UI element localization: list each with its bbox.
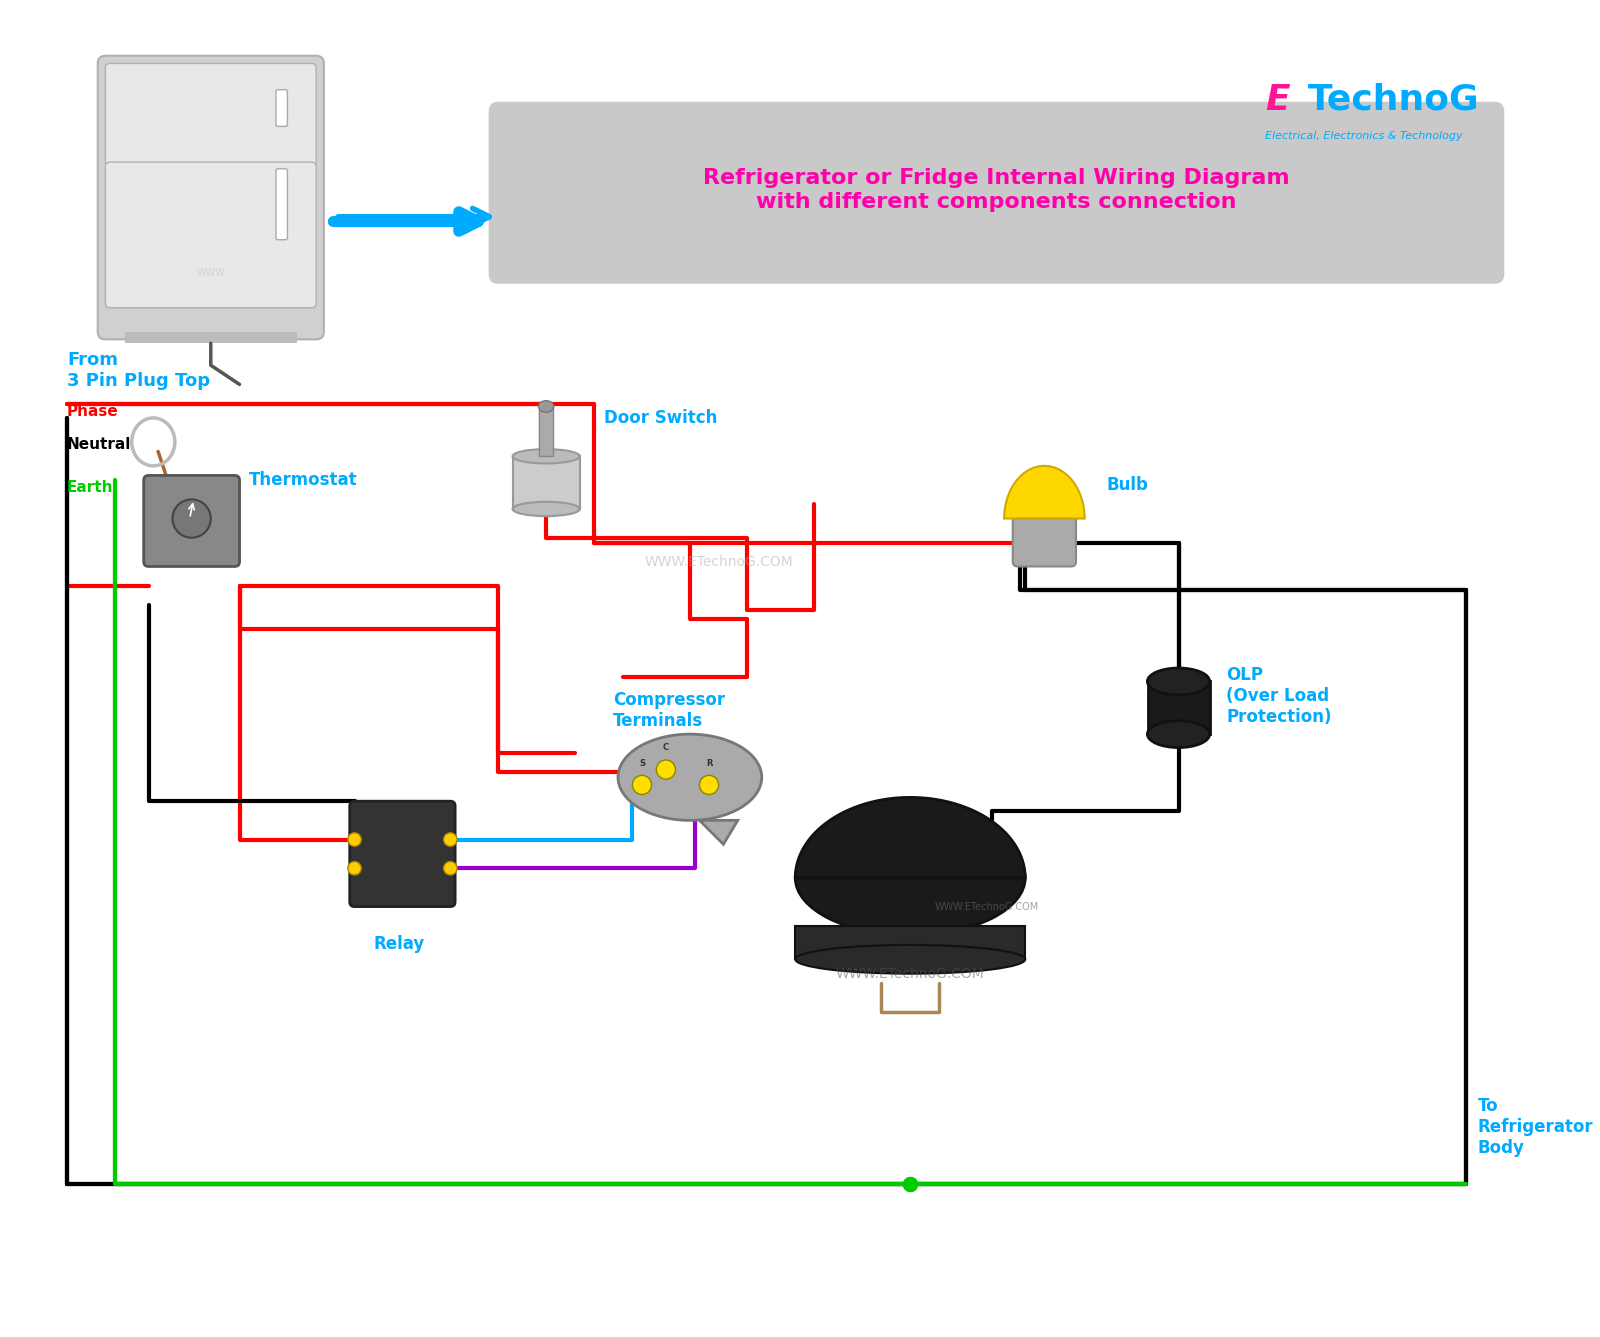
FancyBboxPatch shape [106, 63, 317, 167]
Circle shape [173, 500, 211, 537]
Text: Compressor
Terminals: Compressor Terminals [613, 691, 725, 730]
Ellipse shape [539, 401, 554, 412]
Text: WWW.ETechnoG.COM: WWW.ETechnoG.COM [835, 967, 984, 980]
Text: OLP
(Over Load
Protection): OLP (Over Load Protection) [1227, 666, 1331, 726]
Text: Relay: Relay [374, 936, 426, 953]
Ellipse shape [795, 945, 1026, 973]
Text: Earth: Earth [67, 480, 114, 495]
Text: Bulb: Bulb [1107, 476, 1149, 493]
Bar [795, 925, 1026, 960]
Text: E: E [1264, 83, 1290, 116]
Bar [125, 332, 298, 344]
FancyBboxPatch shape [98, 56, 323, 340]
Circle shape [632, 775, 651, 794]
Polygon shape [512, 456, 579, 509]
Text: WWW.ETechnoG.COM: WWW.ETechnoG.COM [934, 901, 1038, 912]
Text: To
Refrigerator
Body: To Refrigerator Body [1477, 1098, 1594, 1157]
Circle shape [443, 833, 458, 846]
Polygon shape [1005, 465, 1085, 519]
Text: Refrigerator or Fridge Internal Wiring Diagram
with different components connect: Refrigerator or Fridge Internal Wiring D… [702, 168, 1290, 211]
FancyBboxPatch shape [275, 168, 288, 239]
Polygon shape [795, 797, 1026, 878]
Text: S: S [638, 758, 645, 767]
Ellipse shape [618, 734, 762, 821]
FancyBboxPatch shape [488, 102, 1504, 283]
Text: Neutral: Neutral [67, 437, 131, 452]
Text: TechnoG: TechnoG [1307, 83, 1480, 116]
FancyBboxPatch shape [350, 801, 454, 906]
Text: WWW: WWW [197, 267, 226, 278]
Ellipse shape [1147, 721, 1210, 747]
Circle shape [347, 833, 362, 846]
Text: Door Switch: Door Switch [603, 409, 717, 427]
Text: C: C [662, 743, 669, 753]
Ellipse shape [1147, 668, 1210, 695]
Text: Phase: Phase [67, 404, 118, 418]
Bar [539, 408, 554, 456]
Polygon shape [699, 821, 738, 845]
FancyBboxPatch shape [275, 90, 288, 127]
Text: Thermostat: Thermostat [250, 471, 358, 489]
Text: From
3 Pin Plug Top: From 3 Pin Plug Top [67, 350, 210, 389]
Circle shape [699, 775, 718, 794]
Circle shape [656, 759, 675, 779]
Ellipse shape [512, 449, 579, 464]
Ellipse shape [539, 405, 554, 412]
Bar [1147, 682, 1210, 734]
Text: WWW.ETechnoG.COM: WWW.ETechnoG.COM [645, 555, 794, 568]
Ellipse shape [795, 821, 1026, 936]
FancyBboxPatch shape [144, 476, 240, 567]
Circle shape [347, 861, 362, 874]
Circle shape [443, 861, 458, 874]
FancyBboxPatch shape [106, 162, 317, 308]
FancyBboxPatch shape [1013, 513, 1075, 567]
Ellipse shape [512, 501, 579, 516]
Text: R: R [706, 758, 712, 767]
Text: Electrical, Electronics & Technology: Electrical, Electronics & Technology [1264, 131, 1462, 140]
